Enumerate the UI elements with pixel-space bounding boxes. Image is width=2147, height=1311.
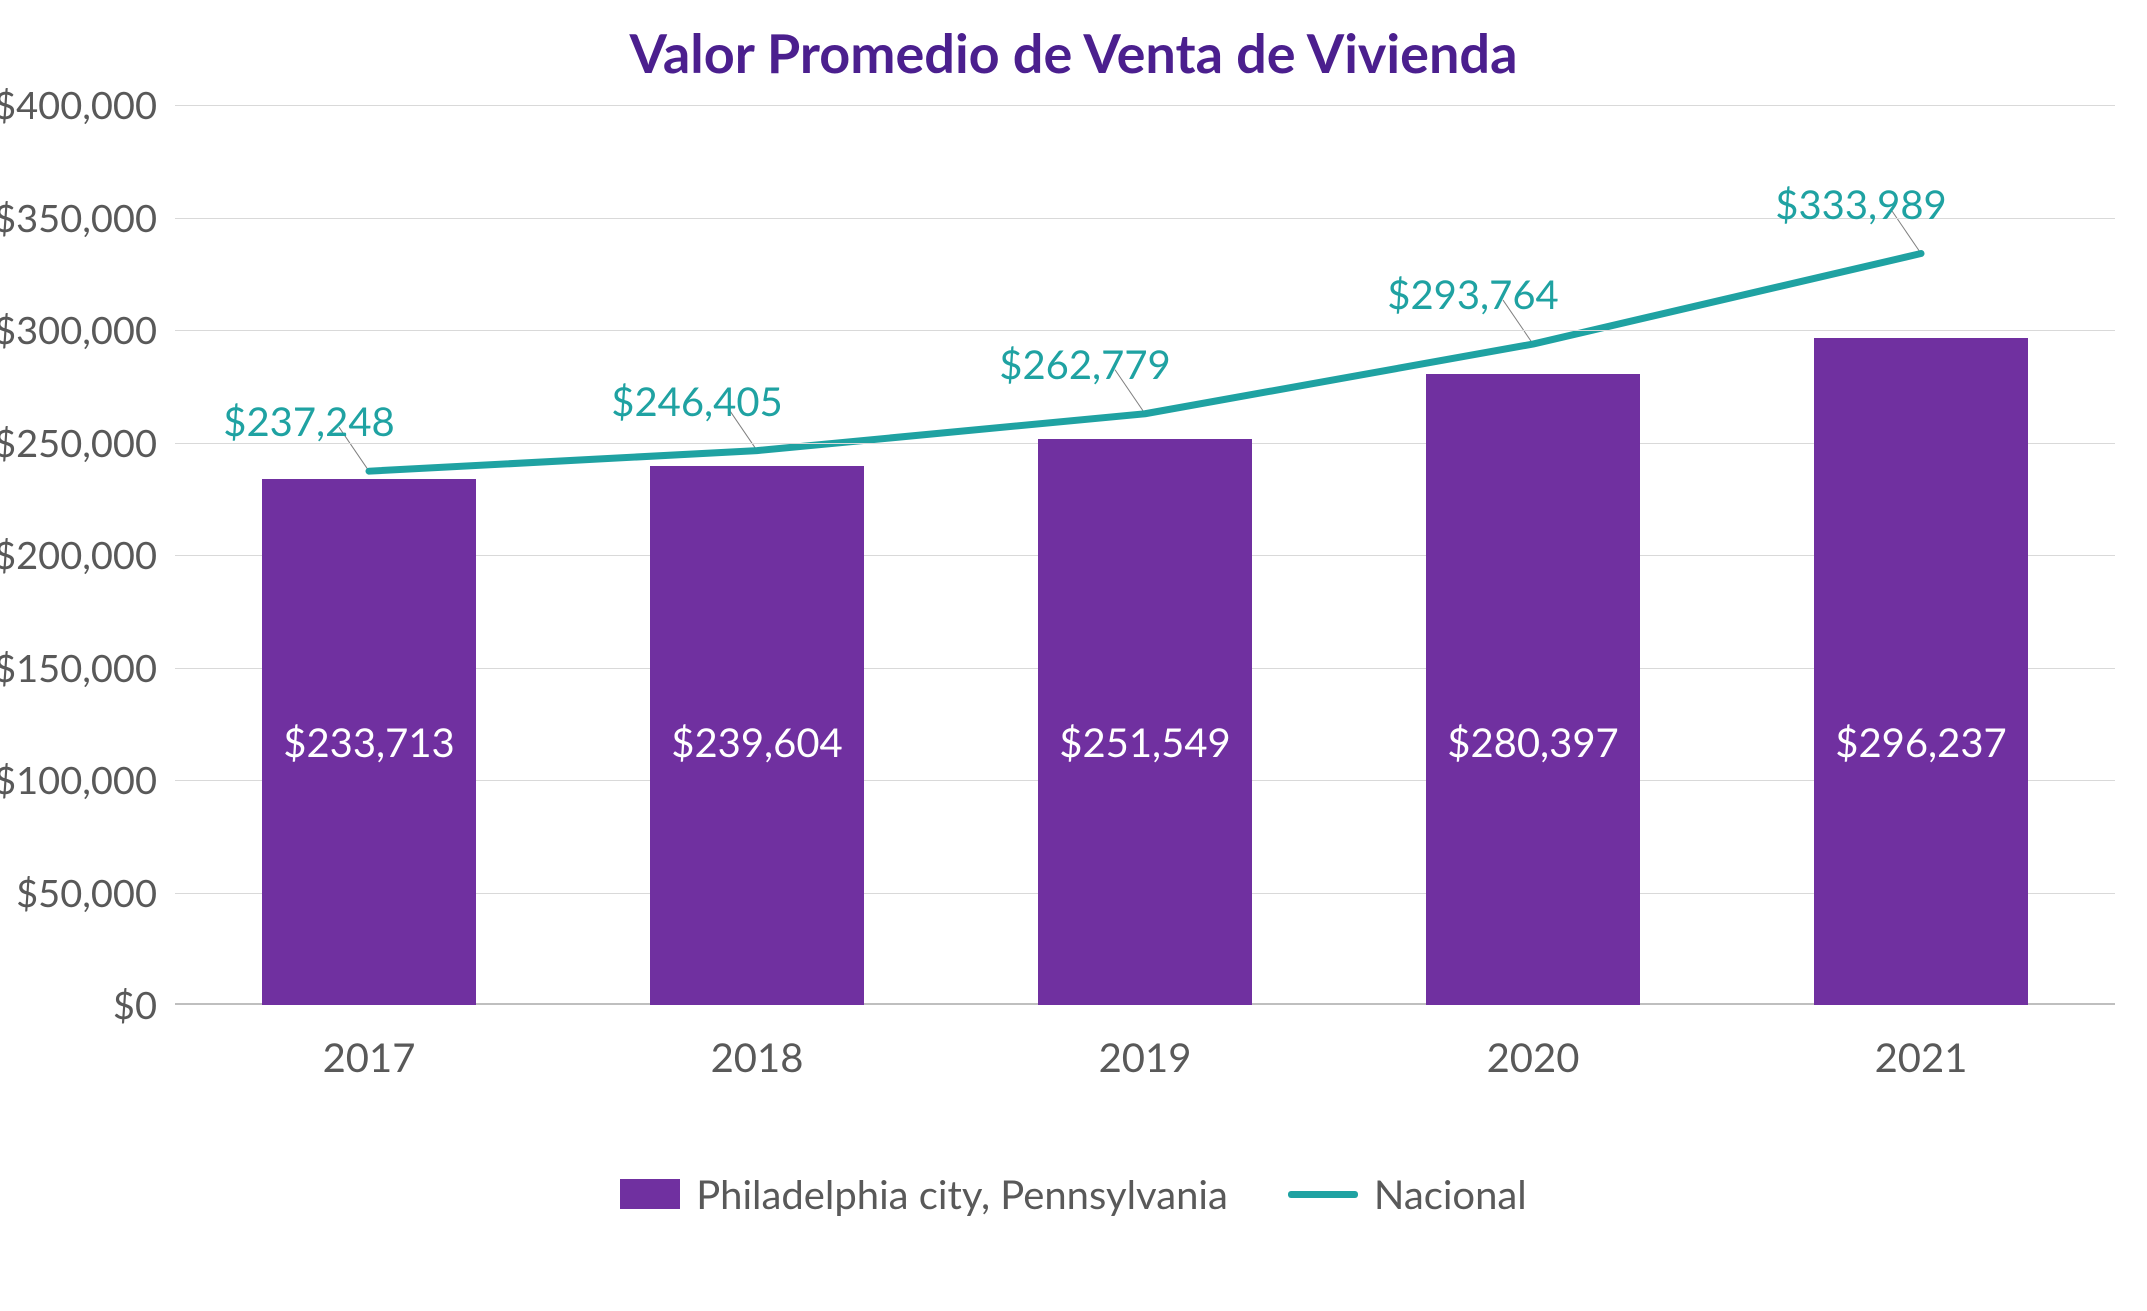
legend-item: Nacional	[1288, 1170, 1527, 1218]
bar: $251,549	[1038, 439, 1251, 1005]
y-tick-label: $0	[113, 982, 175, 1028]
y-tick-label: $250,000	[0, 420, 175, 466]
x-tick-label: 2017	[323, 1005, 416, 1081]
chart-title: Valor Promedio de Venta de Vivienda	[0, 20, 2147, 85]
y-tick-label: $100,000	[0, 757, 175, 803]
line-value-label: $262,779	[999, 340, 1170, 388]
line-value-label: $293,764	[1387, 270, 1558, 318]
bar: $233,713	[262, 479, 475, 1005]
x-tick-label: 2020	[1487, 1005, 1580, 1081]
legend: Philadelphia city, Pennsylvania Nacional	[0, 1170, 2147, 1218]
home-value-chart: Valor Promedio de Venta de Vivienda $0$5…	[0, 0, 2147, 1311]
x-tick-label: 2019	[1099, 1005, 1192, 1081]
y-tick-label: $400,000	[0, 82, 175, 128]
gridline	[175, 105, 2115, 106]
y-tick-label: $300,000	[0, 307, 175, 353]
bar-value-label: $251,549	[1059, 718, 1230, 766]
legend-item: Philadelphia city, Pennsylvania	[620, 1170, 1228, 1218]
y-tick-label: $50,000	[16, 870, 175, 916]
line-value-label: $237,248	[223, 397, 394, 445]
bar-value-label: $280,397	[1447, 718, 1618, 766]
legend-swatch-bar	[620, 1179, 680, 1209]
legend-label: Philadelphia city, Pennsylvania	[696, 1170, 1228, 1218]
bar: $296,237	[1814, 338, 2027, 1005]
bar: $280,397	[1426, 374, 1639, 1005]
y-tick-label: $150,000	[0, 645, 175, 691]
bar-value-label: $233,713	[283, 718, 454, 766]
bar-value-label: $239,604	[671, 718, 842, 766]
legend-swatch-line	[1288, 1191, 1358, 1198]
line-value-label: $246,405	[611, 377, 782, 425]
plot-area: $0$50,000$100,000$150,000$200,000$250,00…	[175, 105, 2115, 1005]
bar: $239,604	[650, 466, 863, 1005]
gridline	[175, 330, 2115, 331]
x-tick-label: 2018	[711, 1005, 804, 1081]
legend-label: Nacional	[1374, 1170, 1527, 1218]
line-value-label: $333,989	[1775, 180, 1946, 228]
y-tick-label: $200,000	[0, 532, 175, 578]
x-tick-label: 2021	[1875, 1005, 1968, 1081]
y-tick-label: $350,000	[0, 195, 175, 241]
bar-value-label: $296,237	[1835, 718, 2006, 766]
